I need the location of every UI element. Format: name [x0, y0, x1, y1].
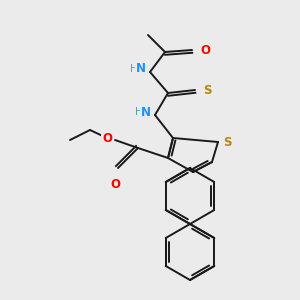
Text: H: H	[130, 64, 138, 74]
Text: H: H	[135, 107, 143, 117]
Text: S: S	[203, 83, 212, 97]
Text: O: O	[102, 133, 112, 146]
Text: S: S	[223, 136, 232, 148]
Text: O: O	[110, 178, 120, 191]
Text: N: N	[141, 106, 151, 118]
Text: O: O	[200, 44, 210, 56]
Text: N: N	[136, 62, 146, 76]
